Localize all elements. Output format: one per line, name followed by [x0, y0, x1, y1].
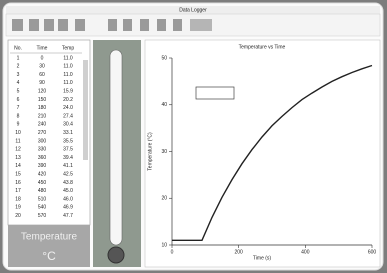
table-cell: 20.2: [63, 97, 73, 103]
table-header: No.: [14, 45, 22, 51]
table-cell: 14: [15, 163, 21, 169]
y-tick-label: 50: [161, 55, 167, 61]
table-cell: 42.5: [63, 172, 73, 178]
table-cell: 46.9: [63, 205, 73, 211]
table-cell: 11.0: [63, 64, 73, 70]
table-cell: 19: [15, 205, 21, 211]
readout-label: Temperature: [21, 232, 78, 243]
y-tick-label: 20: [161, 196, 167, 202]
y-tick-label: 30: [161, 149, 167, 155]
table-cell: 33.1: [63, 130, 73, 136]
table-cell: 41.1: [63, 163, 73, 169]
table-cell: 390: [38, 163, 47, 169]
tool-button[interactable]: [29, 19, 39, 31]
x-tick-label: 400: [301, 249, 310, 255]
table-cell: 30.4: [63, 122, 73, 128]
tool-button[interactable]: [140, 19, 149, 31]
graph-panel: [145, 40, 380, 267]
table-cell: 150: [38, 97, 47, 103]
table-cell: 12: [15, 147, 21, 153]
table-cell: 11.0: [63, 55, 73, 61]
table-cell: 30: [39, 64, 45, 70]
table-cell: 18: [15, 196, 21, 202]
table-cell: 0: [41, 55, 44, 61]
table-header: Time: [37, 45, 48, 51]
table-cell: 510: [38, 196, 47, 202]
table-cell: 37.5: [63, 147, 73, 153]
y-tick-label: 40: [161, 102, 167, 108]
table-cell: 5: [17, 89, 20, 95]
table-header: Temp: [62, 45, 74, 51]
table-cell: 7: [17, 105, 20, 111]
table-cell: 300: [38, 138, 47, 144]
table-cell: 17: [15, 188, 21, 194]
table-cell: 60: [39, 72, 45, 78]
thermometer-tube: [110, 50, 122, 245]
table-cell: 8: [17, 113, 20, 119]
table-cell: 27.4: [63, 113, 73, 119]
table-cell: 570: [38, 213, 47, 219]
table-cell: 270: [38, 130, 47, 136]
graph-readout: [196, 87, 234, 99]
x-tick-label: 200: [234, 249, 243, 255]
table-cell: 90: [39, 80, 45, 86]
table-cell: 360: [38, 155, 47, 161]
table-cell: 2: [17, 64, 20, 70]
table-cell: 540: [38, 205, 47, 211]
table-cell: 11: [15, 138, 20, 144]
tool-button[interactable]: [75, 19, 85, 31]
window-title: Data Logger: [179, 7, 207, 13]
table-cell: 15: [15, 172, 21, 178]
table-cell: 43.8: [63, 180, 73, 186]
tool-button[interactable]: [44, 19, 54, 31]
graph-title: Temperature vs Time: [239, 44, 286, 50]
table-cell: 9: [17, 122, 20, 128]
readout-unit: °C: [42, 249, 56, 263]
table-cell: 3: [17, 72, 20, 78]
table-cell: 1: [17, 55, 20, 61]
table-cell: 420: [38, 172, 47, 178]
table-cell: 10: [15, 130, 21, 136]
tool-button[interactable]: [108, 19, 117, 31]
thermometer-bulb: [108, 247, 124, 263]
tool-button[interactable]: [123, 19, 132, 31]
tool-button[interactable]: [190, 19, 212, 31]
table-cell: 45.0: [63, 188, 73, 194]
table-cell: 330: [38, 147, 47, 153]
table-cell: 24.0: [63, 105, 73, 111]
table-cell: 13: [15, 155, 21, 161]
x-axis-label: Time (s): [253, 255, 271, 261]
scrollbar[interactable]: [83, 60, 88, 160]
table-cell: 39.4: [63, 155, 73, 161]
screen: Data Logger Temperature °C No.TimeTemp10…: [0, 0, 387, 273]
table-cell: 6: [17, 97, 20, 103]
y-axis-label: Temperature (°C): [147, 132, 153, 171]
table-cell: 11.0: [63, 80, 73, 86]
table-cell: 35.5: [63, 138, 73, 144]
table-cell: 20: [15, 213, 21, 219]
table-cell: 120: [38, 89, 47, 95]
table-cell: 4: [17, 80, 20, 86]
x-tick-label: 600: [368, 249, 377, 255]
table-cell: 180: [38, 105, 47, 111]
table-cell: 210: [38, 113, 47, 119]
table-cell: 47.7: [63, 213, 73, 219]
tool-button[interactable]: [12, 19, 23, 31]
page: {"window":{"title":"Data Logger"}, "tabl…: [0, 0, 387, 273]
tool-button[interactable]: [157, 19, 166, 31]
table-cell: 16: [15, 180, 21, 186]
y-tick-label: 10: [161, 242, 167, 248]
table-cell: 240: [38, 122, 47, 128]
table-cell: 450: [38, 180, 47, 186]
x-tick-label: 0: [171, 249, 174, 255]
table-cell: 11.0: [63, 72, 73, 78]
tool-button[interactable]: [173, 19, 182, 31]
table-cell: 15.9: [63, 89, 73, 95]
tool-button[interactable]: [58, 19, 68, 31]
table-cell: 46.0: [63, 196, 73, 202]
table-cell: 480: [38, 188, 47, 194]
